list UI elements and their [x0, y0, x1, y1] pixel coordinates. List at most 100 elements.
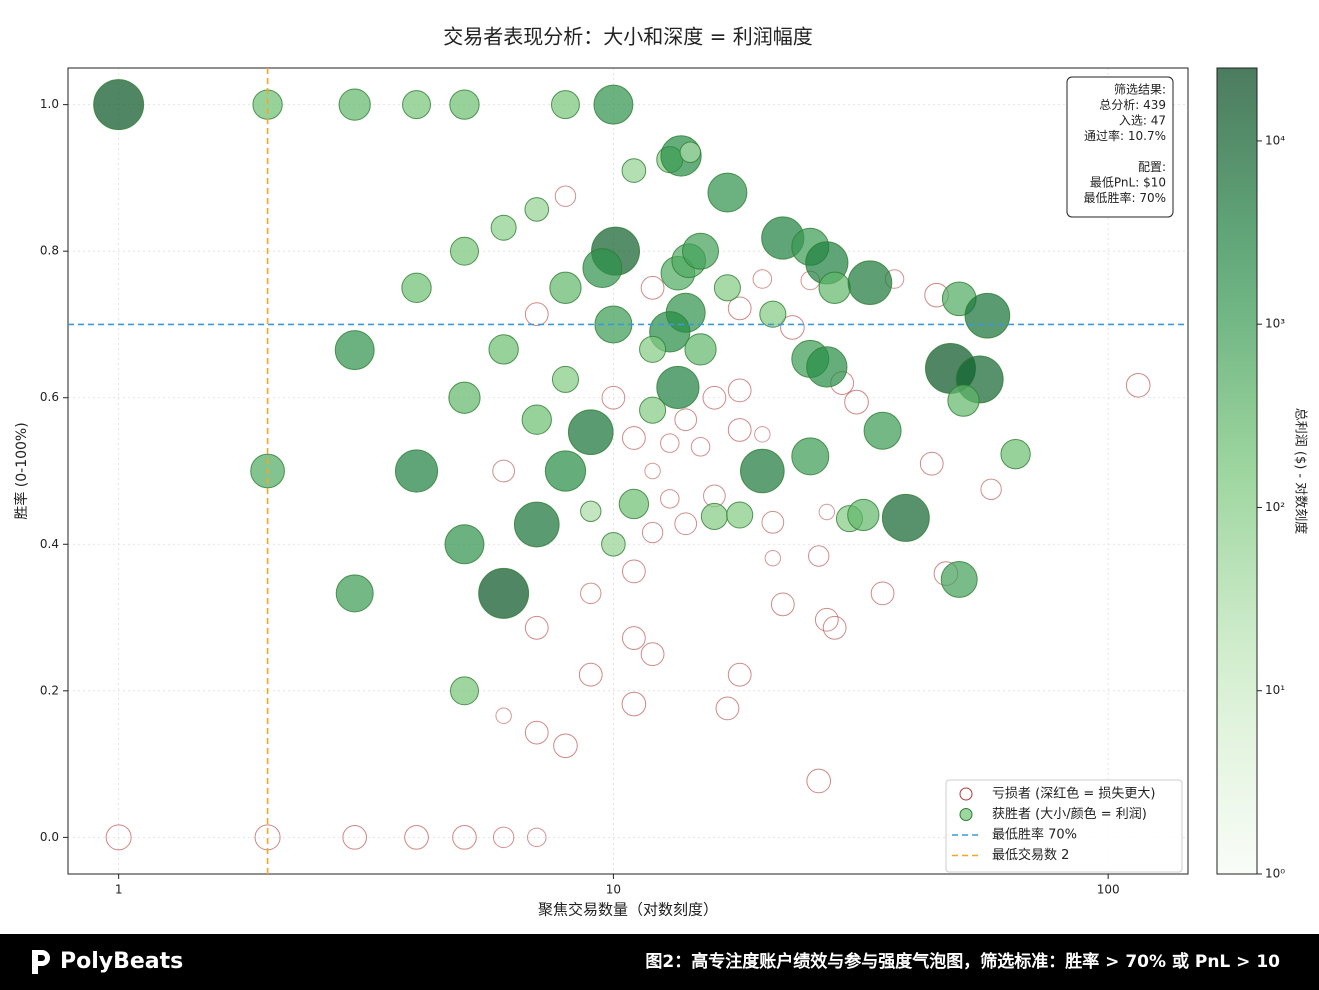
bubble [759, 300, 787, 328]
bubble [495, 707, 512, 724]
colorbar-tick-label: 10² [1265, 500, 1285, 514]
bubble [644, 462, 661, 480]
bubble [727, 296, 752, 321]
bubble [640, 642, 665, 667]
legend-marker [959, 808, 973, 821]
bubble [863, 411, 902, 450]
bubble [580, 582, 602, 605]
bubble [342, 825, 368, 850]
bubble [444, 524, 485, 565]
bubble [641, 521, 664, 544]
colorbar-tick-label: 10⁴ [1265, 133, 1285, 147]
bubble [567, 409, 614, 456]
bubble [524, 302, 549, 327]
bubble [582, 248, 623, 289]
colorbar-tick-label: 10³ [1265, 317, 1285, 331]
bubble [404, 825, 429, 850]
bubble [814, 607, 839, 632]
bubble [754, 426, 771, 443]
bubble [640, 275, 665, 300]
bubble [334, 330, 375, 371]
bubble [449, 236, 479, 266]
bubble [252, 89, 283, 120]
brand-name: PolyBeats [60, 949, 183, 974]
bubble [780, 315, 805, 340]
bubble [401, 272, 432, 303]
bubble [791, 437, 830, 476]
bubble [526, 827, 547, 848]
bubble [806, 768, 832, 794]
legend-label: 最低交易数 2 [992, 847, 1069, 863]
bubble [553, 733, 578, 759]
bubble [964, 292, 1011, 339]
x-tick-label: 100 [1097, 883, 1120, 897]
y-tick-label: 0.8 [40, 244, 59, 258]
bubble [524, 197, 550, 222]
bubble [621, 691, 647, 717]
bubble [338, 88, 371, 121]
bubble [544, 450, 587, 492]
bubble [593, 84, 634, 125]
info-text: 总分析: 439 [1099, 98, 1166, 112]
bubble [818, 271, 851, 304]
bubble [449, 676, 479, 706]
bubble [452, 825, 477, 850]
bubble [335, 574, 374, 613]
x-axis-label: 聚焦交易数量（对数刻度） [538, 901, 718, 919]
bubble [947, 384, 980, 417]
bubble [554, 185, 577, 207]
bubble [727, 662, 752, 687]
info-text: 通过率: 10.7% [1084, 128, 1166, 143]
bubble [818, 503, 836, 521]
bubble [601, 385, 626, 410]
bubble [639, 335, 667, 363]
bubble [940, 560, 978, 598]
bubble [521, 404, 552, 435]
info-text: 配置: [1138, 160, 1166, 174]
legend-box [945, 779, 1183, 873]
bubble [656, 365, 700, 410]
y-tick-label: 0.0 [40, 830, 59, 844]
bubble [492, 459, 516, 483]
info-text: 筛选结果: [1114, 82, 1166, 97]
bubble [618, 488, 650, 520]
y-tick-label: 0.4 [40, 537, 59, 551]
footer-caption: 图2：高专注度账户绩效与参与强度气泡图，筛选标准：胜率 > 70% 或 PnL … [645, 951, 1280, 972]
bubble [394, 449, 439, 493]
colorbar [1216, 67, 1258, 875]
bubble [700, 502, 728, 530]
x-tick-label: 1 [115, 883, 123, 897]
bubble [980, 478, 1002, 501]
legend-label: 获胜者 (大小/颜色 = 利润) [992, 806, 1147, 822]
bubble [715, 696, 740, 721]
bubble [770, 592, 795, 617]
bubble [726, 501, 754, 529]
bubble [806, 346, 848, 388]
colorbar-tick-label: 10¹ [1265, 683, 1285, 697]
y-tick-label: 0.6 [40, 390, 59, 404]
bubble [764, 549, 782, 567]
bubble [448, 381, 481, 414]
bubble [639, 396, 667, 424]
y-tick-label: 1.0 [40, 97, 59, 111]
bubble [551, 365, 579, 393]
bubble [1125, 372, 1151, 398]
bubble [105, 824, 132, 851]
bubble [690, 437, 711, 457]
colorbar-tick-label: 10⁰ [1265, 867, 1285, 881]
bubble [682, 232, 719, 270]
bubble [727, 378, 752, 403]
bubble [702, 385, 727, 410]
bubble [674, 512, 698, 536]
bubble [679, 141, 701, 163]
bubble [524, 615, 549, 640]
chart-title: 交易者表现分析：大小和深度 = 利润幅度 [443, 25, 812, 49]
bubble [881, 493, 930, 542]
bubble [1000, 438, 1031, 470]
bubble [402, 90, 432, 120]
y-axis-label: 胜率 (0-100%) [13, 422, 30, 519]
bubble [740, 448, 785, 494]
bubble [524, 720, 549, 745]
info-text: 入选: 47 [1119, 114, 1166, 128]
